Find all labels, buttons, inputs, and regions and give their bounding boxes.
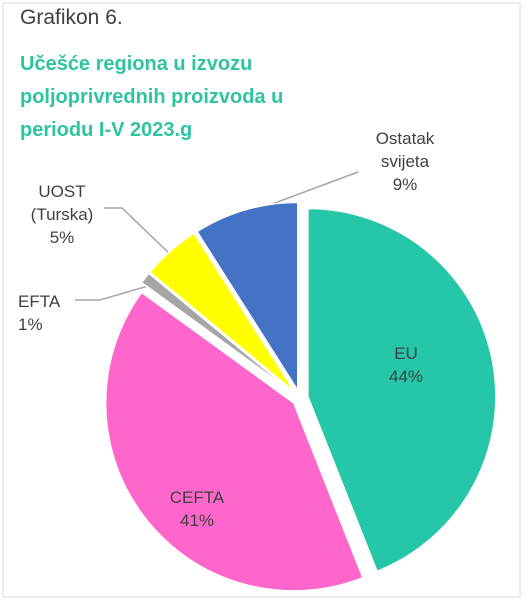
chart-title: Učešće regiona u izvozu poljoprivrednih … (20, 53, 284, 141)
slice-label: Ostatak svijeta 9% (362, 127, 448, 196)
slice-value: 5% (49, 228, 75, 247)
slice-label: EFTA 1% (18, 290, 88, 336)
slice-value: 9% (392, 175, 418, 194)
slice-label: EU 44% (358, 342, 454, 388)
slice-value: 44% (388, 367, 424, 386)
slice-name: UOST (Turska) (30, 182, 94, 224)
pie-slice (307, 207, 497, 573)
slice-name: EFTA (18, 292, 61, 311)
leader-line (104, 207, 173, 257)
leader-line (75, 285, 149, 301)
slice-value: 1% (18, 315, 43, 334)
pie-slice (105, 291, 364, 592)
chart-supertitle: Grafikon 6. (20, 6, 123, 29)
slice-label: CEFTA 41% (149, 486, 245, 532)
slice-value: 41% (179, 511, 215, 530)
slice-name: CEFTA (169, 488, 225, 507)
pie-slice (195, 201, 299, 393)
pie-slice (140, 272, 295, 394)
slice-name: EU (394, 344, 418, 363)
frame (2, 2, 521, 598)
slice-label: UOST (Turska) 5% (19, 180, 105, 249)
slice-name: Ostatak svijeta (375, 129, 435, 171)
pie-slice (148, 232, 296, 393)
